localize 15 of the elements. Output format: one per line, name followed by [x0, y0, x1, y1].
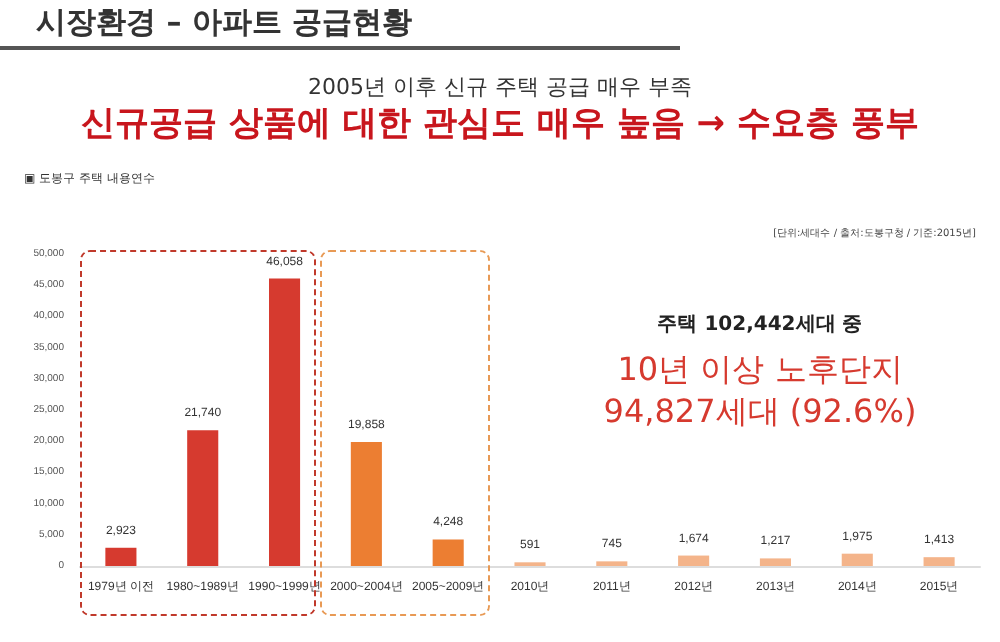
chart-subtitle: 2005년 이후 신규 주택 공급 매우 부족 [306, 72, 694, 102]
bar [759, 558, 791, 566]
annotation: 10년 이상 노후단지 [615, 350, 905, 392]
annotation: 주택 102,442세대 중 [655, 312, 865, 338]
chart-title: 시장환경 – 아파트 공급현황 [36, 4, 413, 42]
bar [923, 557, 955, 566]
bar [678, 555, 710, 566]
bar [841, 553, 873, 566]
bar [269, 278, 301, 566]
text: 신규공급 상품에 대한 관심도 매우 높음 → 수요층 풍부 [79, 102, 921, 146]
bar [350, 442, 382, 566]
annotation: 94,827세대 (92.6%) [601, 392, 919, 434]
bar [432, 539, 464, 566]
bar [187, 430, 219, 566]
bar [105, 547, 137, 566]
